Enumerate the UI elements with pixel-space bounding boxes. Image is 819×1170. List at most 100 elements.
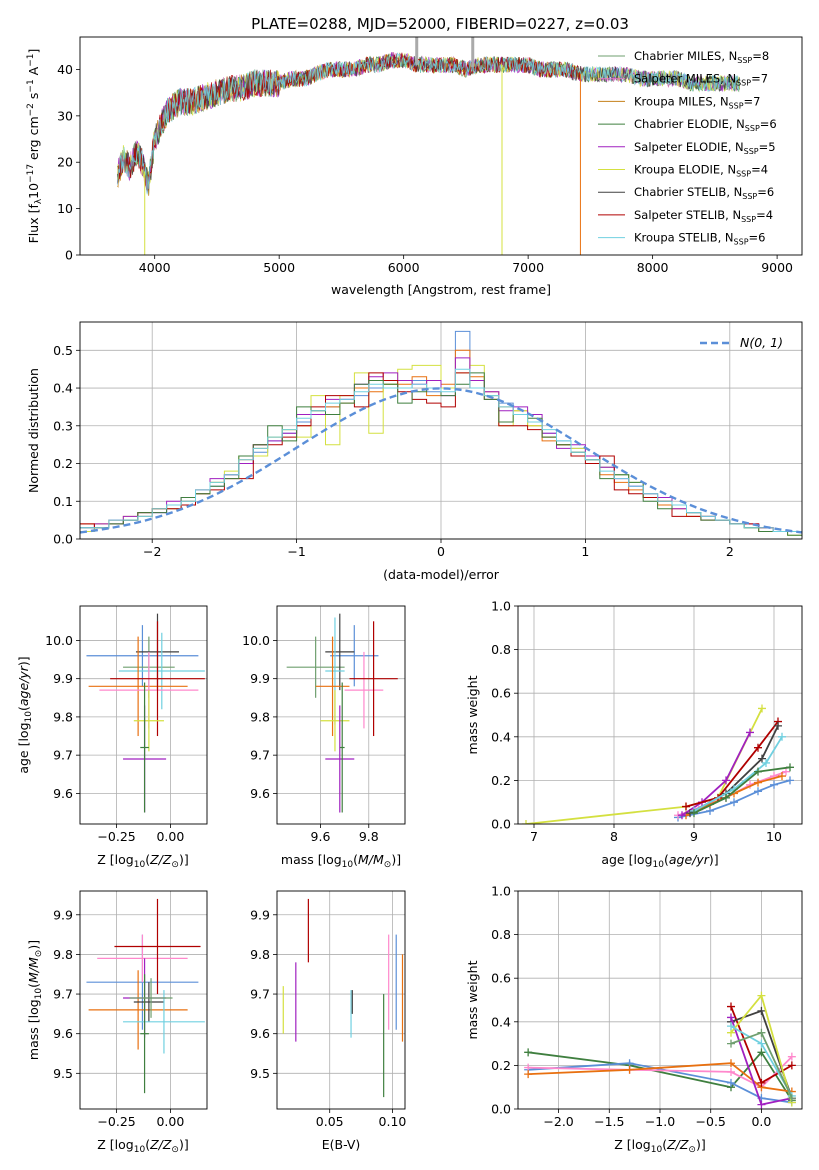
legend-label: Kroupa STELIB, NSSP=6	[634, 231, 765, 247]
normal-curve	[80, 387, 802, 534]
point-marker	[727, 1002, 735, 1011]
legend-label: Chabrier STELIB, NSSP=6	[634, 185, 774, 201]
errorbar-point	[339, 682, 345, 813]
axes-frame	[79, 36, 803, 256]
point-marker	[524, 1048, 533, 1057]
residuals-panel: −2 −1 0 1 2 0.0 0.1 0.2 0.3 0.4 0.5 N(0, 1) (data-mo…	[26, 321, 803, 582]
axes-frame	[517, 890, 803, 1110]
x-tick-label: −1	[287, 544, 305, 559]
x-tick-label: −1.0	[645, 1114, 675, 1129]
spectrum-legend: Chabrier MILES, NSSP=8 Salpeter MILES, NS…	[598, 49, 777, 247]
x-tick-label: 9	[690, 829, 698, 844]
x-tick-label: 6000	[388, 260, 420, 275]
legend-label: Salpeter ELODIE, NSSP=5	[634, 140, 776, 156]
y-tick-label: 9.7	[53, 748, 73, 763]
series-line	[693, 736, 783, 812]
x-axis-label: mass [log10(M/M⊙)]	[281, 852, 401, 870]
y-tick-label: 0.6	[491, 971, 511, 986]
x-tick-label: 2	[726, 544, 734, 559]
point-marker	[770, 780, 778, 789]
point-marker	[787, 1052, 796, 1061]
axes-frame	[79, 890, 208, 1110]
point-marker	[786, 776, 794, 785]
point-marker	[757, 1028, 766, 1037]
point-marker	[727, 1078, 735, 1087]
x-axis-label: Z [log10(Z/Z⊙)]	[97, 1137, 188, 1155]
x-tick-label: 0.00	[156, 829, 184, 844]
point-marker	[682, 802, 690, 811]
point-marker	[762, 758, 770, 767]
errorbar-point	[315, 636, 350, 737]
y-tick-label: 1.0	[491, 599, 511, 614]
x-tick-label: −0.25	[97, 1114, 135, 1129]
y-tick-label: 9.8	[53, 709, 73, 724]
errorbars	[86, 898, 205, 1094]
spectrum-panel: 4000 5000 6000 7000 8000 9000 0 10 20 30 40 Chabrie…	[26, 36, 803, 297]
point-marker	[690, 809, 698, 818]
y-tick-label: 0.1	[53, 494, 73, 509]
x-tick-label: 8000	[637, 260, 669, 275]
y-tick-label: 9.9	[250, 907, 270, 922]
legend-label: Salpeter MILES, NSSP=7	[634, 72, 768, 88]
point-marker	[758, 754, 766, 763]
point-marker	[727, 1013, 735, 1022]
y-tick-label: 0.5	[53, 343, 73, 358]
point-marker	[757, 1039, 766, 1048]
x-tick-label: −0.25	[97, 829, 135, 844]
errorbar-point	[344, 651, 384, 729]
point-marker	[757, 1078, 766, 1087]
x-tick-label: −1.5	[594, 1114, 624, 1129]
y-tick-label: 20	[57, 155, 73, 170]
histogram-step	[80, 368, 802, 532]
y-axis-label: age [log10(age/yr)]	[16, 656, 34, 773]
point-marker	[757, 1006, 766, 1015]
y-tick-label: 0.8	[491, 642, 511, 657]
legend-label: N(0, 1)	[740, 335, 783, 350]
point-marker	[722, 793, 730, 802]
errorbar-point	[330, 625, 379, 687]
x-tick-label: 1	[581, 544, 589, 559]
y-tick-label: 1.0	[491, 884, 511, 899]
point-marker	[787, 1094, 796, 1103]
x-tick-label: 8	[610, 829, 618, 844]
y-tick-label: 9.8	[250, 947, 270, 962]
y-tick-label: 9.6	[250, 1026, 270, 1041]
legend-label: Salpeter STELIB, NSSP=4	[634, 208, 773, 224]
errorbar-point	[114, 898, 201, 995]
y-tick-label: 0	[65, 248, 73, 263]
y-tick-label: 0.0	[53, 532, 73, 547]
errorbar-point	[88, 636, 188, 737]
legend-label: Chabrier MILES, NSSP=8	[634, 49, 769, 65]
x-tick-label: 7000	[512, 260, 544, 275]
x-tick-label: −2.0	[543, 1114, 573, 1129]
figure-title: PLATE=0288, MJD=52000, FIBERID=0227, z=0…	[251, 15, 629, 33]
spectrum-lines	[116, 37, 740, 255]
errorbar-point	[320, 690, 350, 752]
y-tick-label: 9.6	[53, 786, 73, 801]
x-tick-label: 0.00	[156, 1114, 184, 1129]
y-tick-label: 9.5	[250, 1066, 270, 1081]
series-line	[677, 779, 791, 819]
point-marker	[722, 776, 730, 785]
age-vs-Z-panel: −0.25 0.00 9.6 9.7 9.8 9.9 10.0 Z [log10(Z/Z⊙)]…	[16, 605, 208, 870]
errorbars	[286, 613, 398, 813]
y-tick-label: 9.9	[53, 671, 73, 686]
y-tick-label: 9.6	[53, 1026, 73, 1041]
spectrum-series-line	[116, 52, 740, 195]
errorbars	[282, 898, 404, 1098]
point-marker	[727, 1039, 735, 1048]
y-tick-label: 0.4	[53, 381, 73, 396]
x-tick-label: 0	[437, 544, 445, 559]
series-lines	[522, 704, 794, 824]
y-tick-label: 10.0	[45, 633, 73, 648]
errorbar-point	[133, 690, 164, 752]
y-axis-label: mass weight	[465, 675, 480, 754]
point-marker	[778, 732, 786, 741]
point-marker	[746, 728, 754, 737]
y-tick-label: 0.0	[491, 1102, 511, 1117]
y-tick-label: 0.2	[53, 456, 73, 471]
y-tick-label: 9.7	[53, 987, 73, 1002]
y-tick-label: 9.8	[250, 709, 270, 724]
point-marker	[727, 1059, 735, 1068]
x-tick-label: 9000	[761, 260, 793, 275]
